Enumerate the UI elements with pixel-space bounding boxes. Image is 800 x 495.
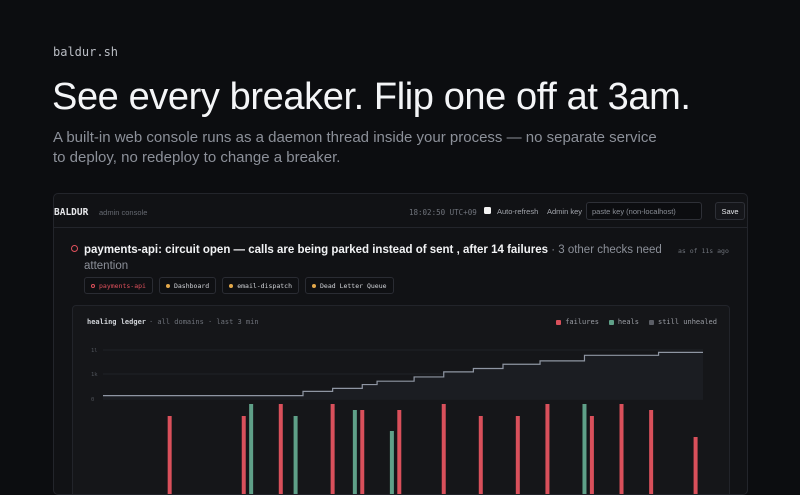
failures-bar [649, 410, 654, 494]
alert-text: circuit open — calls are being parked in… [165, 244, 548, 256]
alert-message: payments-api: circuit open — calls are b… [84, 244, 662, 272]
heals-bar [249, 404, 254, 494]
heals-bar [352, 410, 357, 494]
failures-bar [330, 404, 335, 494]
console-clock: 18:02:50 UTC+09 [409, 208, 477, 217]
chip-dead-letter-queue[interactable]: Dead Letter Queue [305, 277, 394, 294]
unhealed-area [103, 352, 703, 399]
heals-bar [582, 404, 587, 494]
y-tick-label: 1k [91, 372, 98, 378]
alert-status-icon [71, 245, 78, 252]
heals-bar [293, 416, 298, 494]
legend-failures: failures [556, 318, 599, 326]
ledger-subtitle: · all domains · last 3 min [149, 318, 259, 326]
admin-key-input[interactable] [586, 202, 702, 220]
failures-bar [360, 410, 365, 494]
y-tick-label: 1l [91, 348, 98, 354]
console-toolbar: BALDUR admin console 18:02:50 UTC+09 Aut… [54, 194, 747, 228]
brand-label: baldur.sh [53, 45, 119, 59]
chip-payments-api[interactable]: payments-api [84, 277, 153, 294]
console-brand: BALDUR [54, 207, 89, 218]
service-chips: payments-api Dashboard email-dispatch De… [84, 277, 394, 294]
failures-bar [693, 437, 698, 494]
y-tick-label: 0 [91, 397, 94, 403]
healing-ledger-chart: 0 1k 1l [91, 348, 703, 494]
admin-key-label: Admin key [547, 207, 583, 216]
failures-bar [619, 404, 624, 494]
alert-service: payments-api [84, 244, 159, 256]
healing-ledger-panel: 0 1k 1l healing ledger · all domains · las… [72, 305, 730, 494]
failures-bar [515, 416, 520, 494]
failures-bar [241, 416, 246, 494]
auto-refresh-checkbox[interactable] [484, 207, 491, 214]
failures-bar [397, 410, 402, 494]
failures-bar [278, 404, 283, 494]
page-headline: See every breaker. Flip one off at 3am. [52, 76, 691, 118]
ledger-title: healing ledger [87, 318, 147, 326]
console-subtitle: admin console [99, 208, 148, 217]
save-button[interactable]: Save [715, 202, 745, 220]
ledger-legend: failures heals still unhealed [556, 318, 717, 326]
auto-refresh-label[interactable]: Auto-refresh [497, 207, 539, 216]
alert-suffix: · 3 other checks need attention [84, 244, 662, 272]
admin-console-preview: BALDUR admin console 18:02:50 UTC+09 Aut… [53, 193, 748, 495]
page-subtext: A built-in web console runs as a daemon … [53, 129, 657, 166]
alert-timestamp: as of 11s ago [678, 247, 729, 255]
failures-bar [441, 404, 446, 494]
status-open-icon [91, 283, 95, 288]
status-warn-icon [312, 283, 316, 288]
status-warn-icon [165, 283, 170, 288]
heals-bar [389, 431, 394, 494]
legend-still-unhealed: still unhealed [648, 318, 717, 326]
unhealed-series-line [103, 351, 703, 397]
chip-email-dispatch[interactable]: email-dispatch [222, 277, 299, 294]
failures-bar [545, 404, 550, 494]
legend-heals: heals [608, 318, 639, 326]
chip-dashboard[interactable]: Dashboard [158, 277, 217, 294]
status-warn-icon [229, 283, 234, 288]
failures-bar [478, 416, 483, 494]
failures-bar [589, 416, 594, 494]
failures-bar [167, 416, 172, 494]
